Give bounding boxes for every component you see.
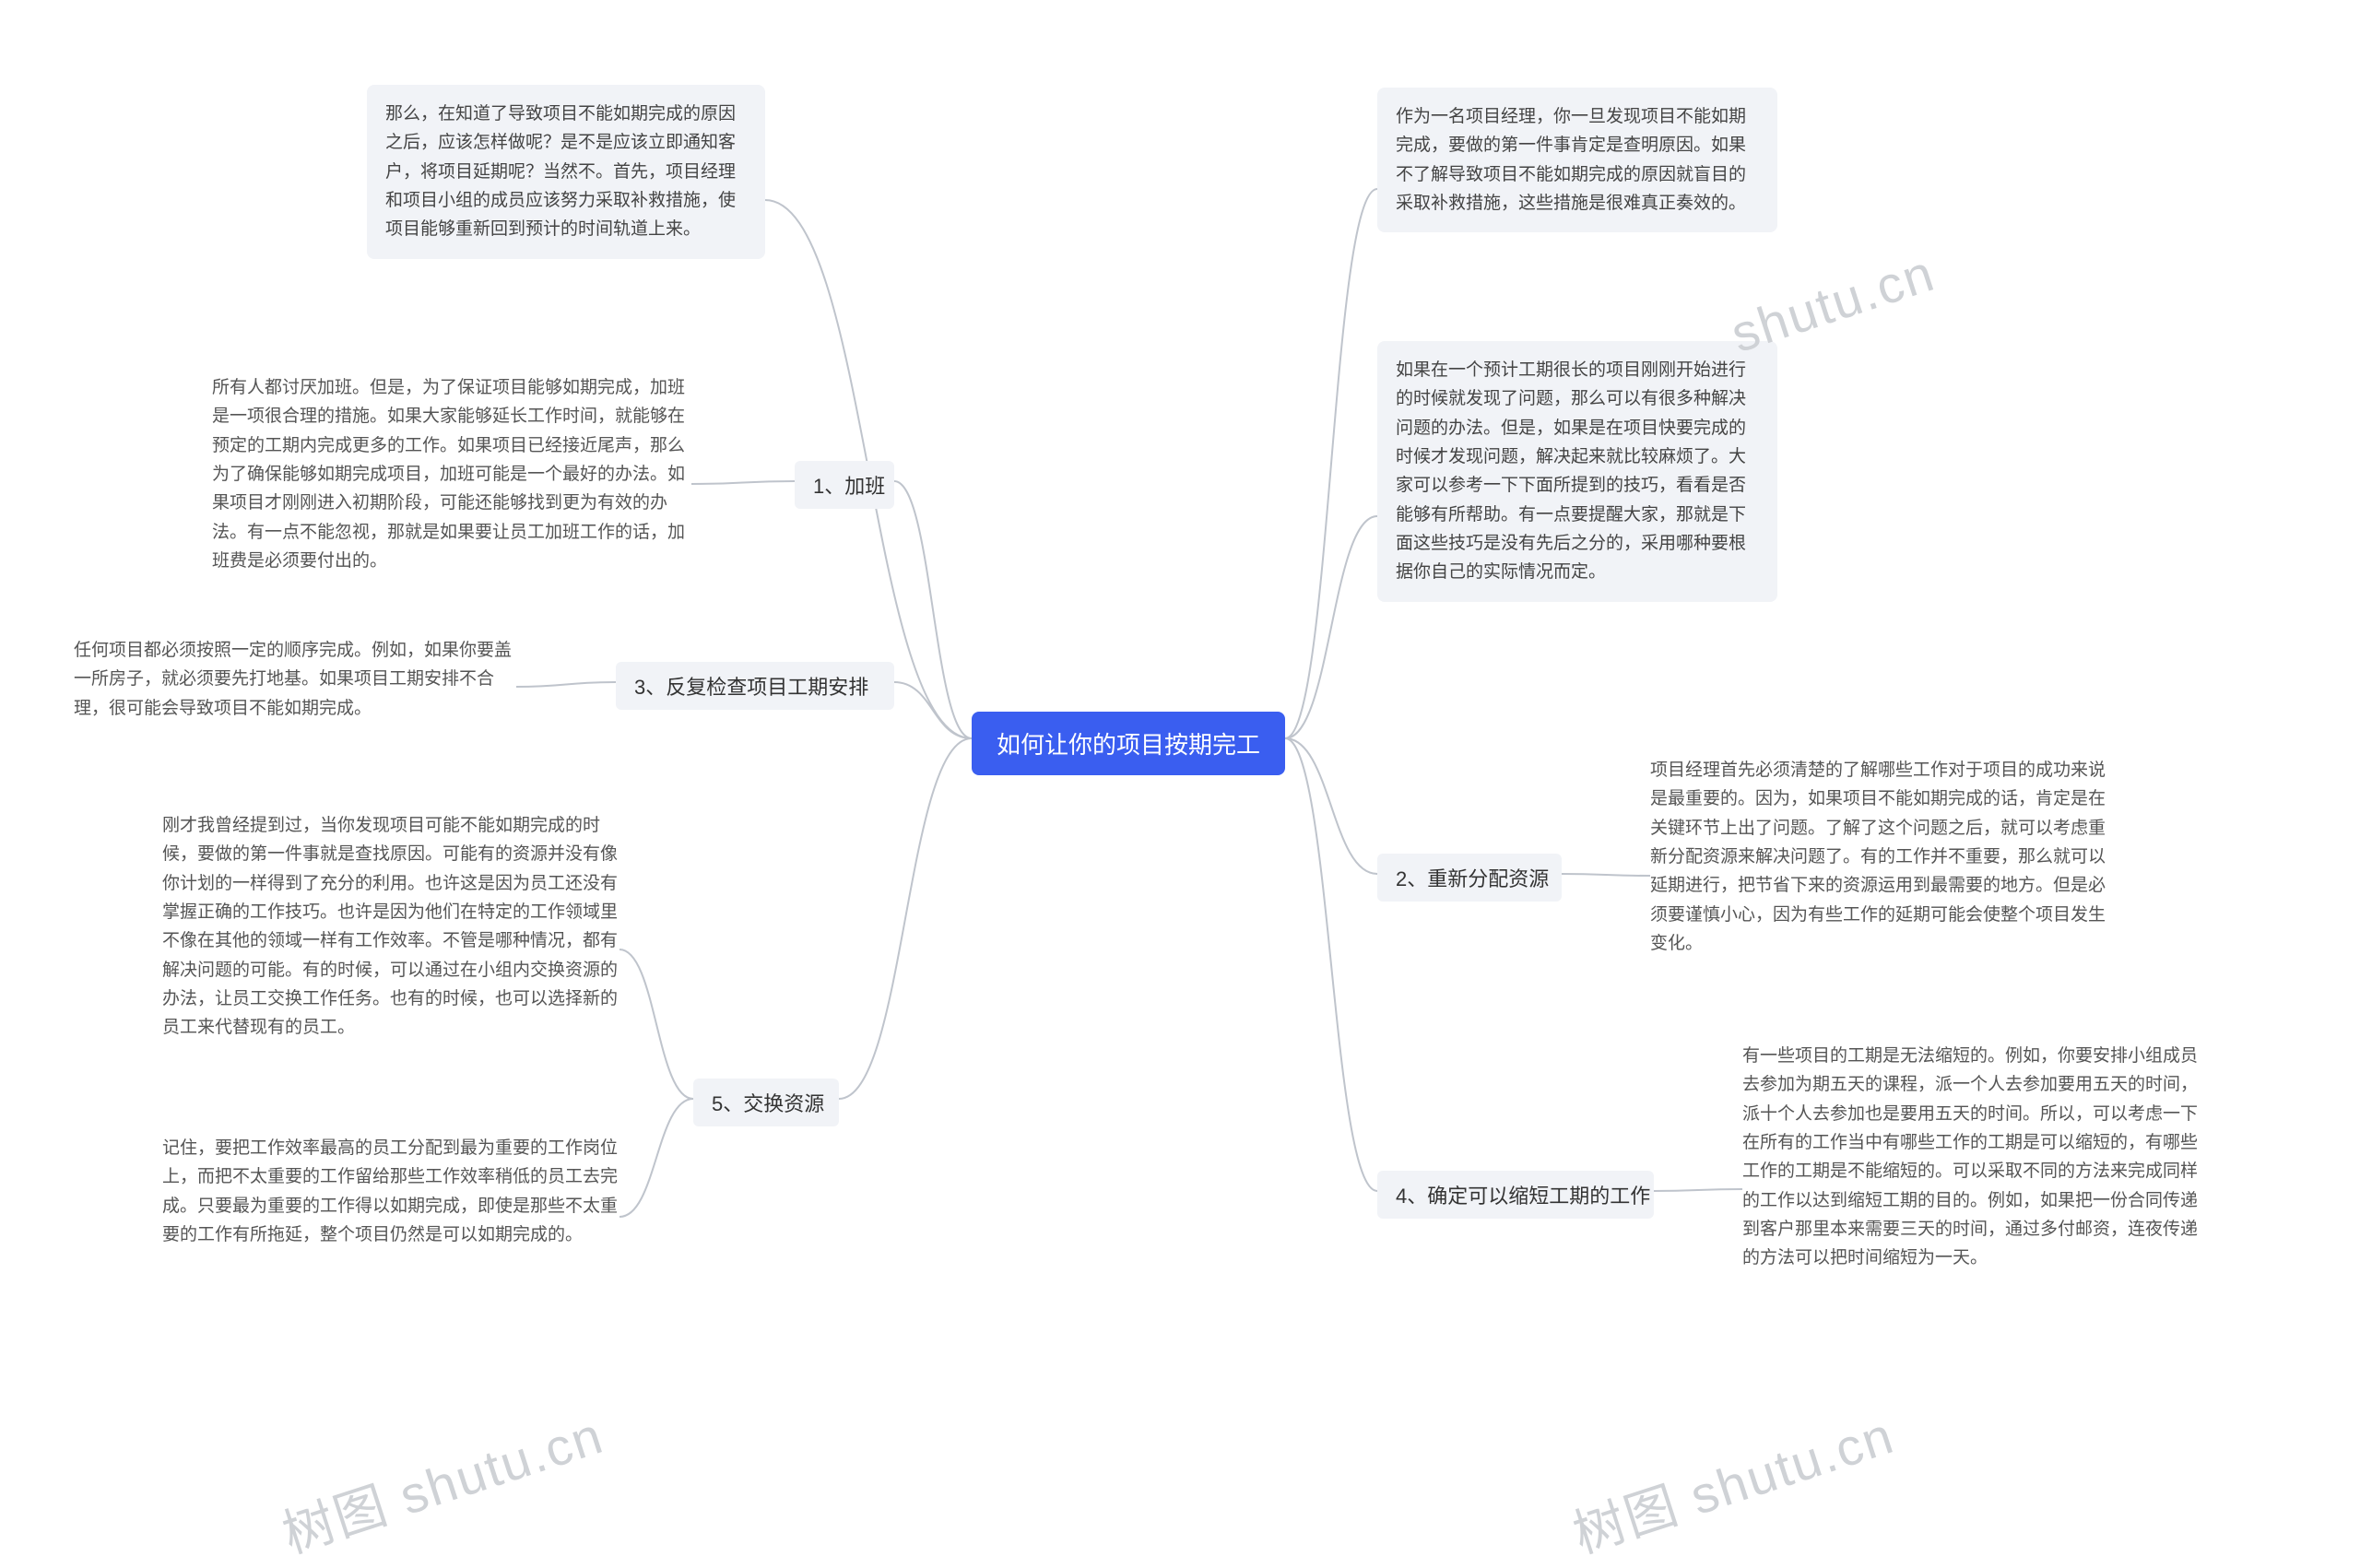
topic-shorten: 4、确定可以缩短工期的工作 [1377,1171,1654,1219]
leaf-overtime: 所有人都讨厌加班。但是，为了保证项目能够如期完成，加班是一项很合理的措施。如果大… [212,373,691,575]
right-intro-leaf-2: 如果在一个预计工期很长的项目刚刚开始进行的时候就发现了问题，那么可以有很多种解决… [1377,341,1777,602]
leaf-reallocate: 项目经理首先必须清楚的了解哪些工作对于项目的成功来说是最重要的。因为，如果项目不… [1650,756,2111,958]
topic-overtime: 1、加班 [795,461,894,509]
leaf-swap-resources-2: 记住，要把工作效率最高的员工分配到最为重要的工作岗位上，而把不太重要的工作留给那… [162,1134,620,1249]
topic-reallocate: 2、重新分配资源 [1377,854,1562,902]
right-intro-leaf-1: 作为一名项目经理，你一旦发现项目不能如期完成，要做的第一件事肯定是查明原因。如果… [1377,88,1777,232]
watermark-2: 树图 shutu.cn [1563,1394,1903,1568]
leaf-swap-resources-1: 刚才我曾经提到过，当你发现项目可能不能如期完成的时候，要做的第一件事就是查找原因… [162,811,620,1043]
watermark-1: 树图 shutu.cn [272,1394,612,1568]
root-node: 如何让你的项目按期完工 [972,712,1285,775]
topic-swap-resources: 5、交换资源 [693,1079,839,1126]
leaf-shorten: 有一些项目的工期是无法缩短的。例如，你要安排小组成员去参加为期五天的课程，派一个… [1742,1042,2203,1273]
leaf-review-schedule: 任何项目都必须按照一定的顺序完成。例如，如果你要盖一所房子，就必须要先打地基。如… [74,636,516,723]
left-intro-leaf: 那么，在知道了导致项目不能如期完成的原因之后，应该怎样做呢？是不是应该立即通知客… [367,85,765,259]
topic-review-schedule: 3、反复检查项目工期安排 [616,662,894,710]
